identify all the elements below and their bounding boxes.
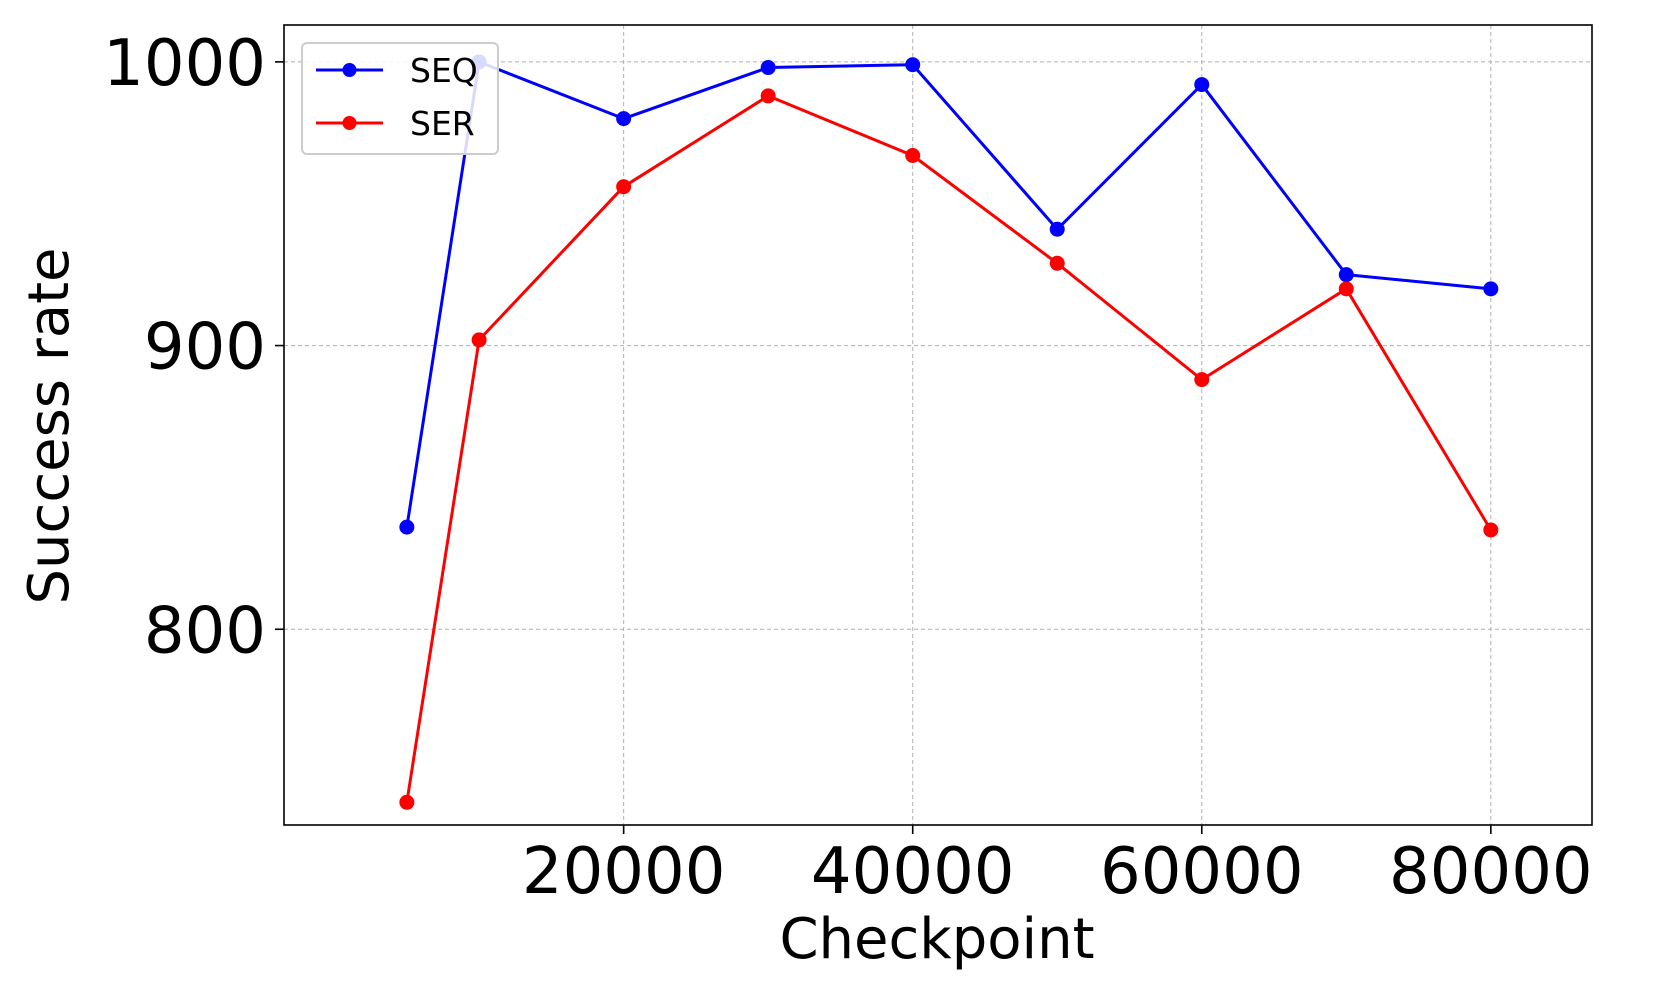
- x-tick-label: 60000: [1100, 835, 1304, 909]
- plot-frame: [283, 24, 1593, 826]
- legend-swatch-marker-seq: [342, 63, 357, 77]
- data-point-ser: [1483, 522, 1499, 538]
- data-point-seq: [399, 519, 415, 535]
- data-point-ser: [1338, 281, 1354, 297]
- data-point-ser: [616, 179, 632, 195]
- data-point-seq: [616, 111, 632, 127]
- data-point-seq: [1049, 221, 1065, 237]
- data-point-ser: [760, 88, 776, 104]
- legend: SEQ SER: [301, 42, 499, 155]
- legend-swatch-marker-ser: [342, 116, 357, 130]
- data-point-ser: [471, 332, 487, 348]
- legend-label-seq: SEQ: [410, 51, 478, 90]
- data-point-ser: [1049, 255, 1065, 271]
- data-point-seq: [760, 60, 776, 76]
- y-tick-label: 1000: [103, 27, 266, 101]
- x-tick-label: 80000: [1389, 835, 1593, 909]
- legend-label-ser: SER: [410, 104, 475, 143]
- x-tick-label: 40000: [811, 835, 1015, 909]
- data-point-seq: [1483, 281, 1499, 297]
- data-point-seq: [905, 57, 921, 73]
- data-point-seq: [1194, 77, 1210, 93]
- data-point-ser: [399, 794, 415, 810]
- data-point-ser: [905, 147, 921, 163]
- y-axis-title: Success rate: [17, 248, 82, 605]
- y-tick-label: 800: [144, 594, 266, 668]
- data-point-ser: [1194, 372, 1210, 388]
- x-axis-title: Checkpoint: [779, 907, 1094, 972]
- data-point-seq: [1338, 267, 1354, 283]
- y-tick-label: 900: [144, 311, 266, 385]
- x-tick-label: 20000: [522, 835, 726, 909]
- axis-ticks: 20000 40000 60000 80000 800 900 1000: [103, 27, 1593, 909]
